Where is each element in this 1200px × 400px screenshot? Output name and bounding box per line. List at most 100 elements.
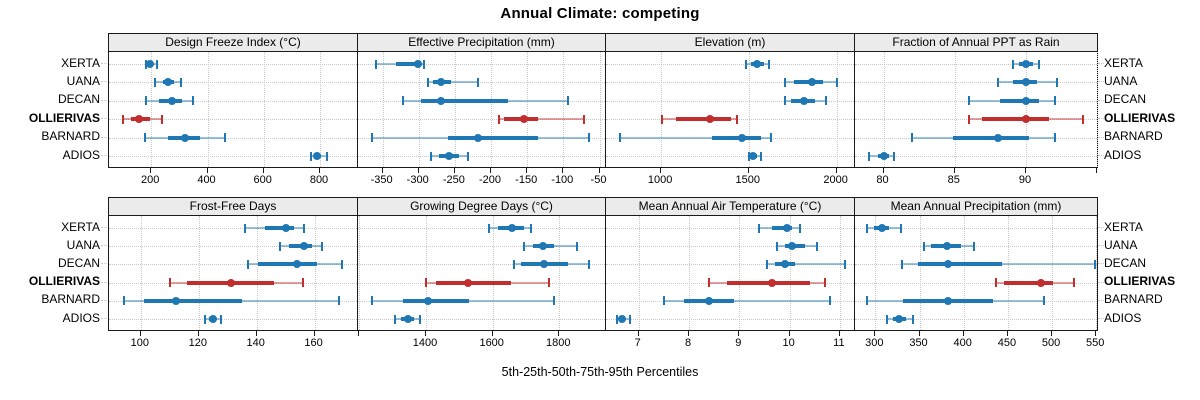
median-dot: [300, 242, 309, 251]
whisker-cap: [156, 59, 159, 69]
row-guide-line: [358, 228, 605, 229]
grid-line-vertical: [839, 216, 841, 330]
grid-line-vertical: [198, 216, 200, 330]
axis-tick-label: 11: [833, 337, 845, 349]
whisker-cap: [566, 96, 569, 106]
row-guide-line: [109, 100, 357, 102]
whisker-5-95: [663, 299, 830, 302]
row-guide-line: [109, 119, 357, 121]
site-label: OLLIERIVAS: [1104, 274, 1176, 289]
whisker-cap: [758, 223, 761, 233]
row-guide-stub: [101, 99, 107, 101]
whisker-cap: [776, 241, 778, 251]
whisker-cap: [968, 96, 970, 106]
panel-title: Growing Degree Days (°C): [410, 199, 553, 213]
axis-tick-label: 1400: [412, 337, 438, 349]
axis-tick: [788, 331, 790, 336]
row-guide-line: [855, 64, 1097, 65]
row-guide-stub: [1098, 99, 1104, 101]
whisker-cap: [759, 151, 762, 161]
axis-tick: [1025, 168, 1026, 173]
row-guide-line: [855, 319, 1097, 320]
axis-tick-label: 140: [246, 337, 265, 349]
whisker-cap: [823, 278, 826, 288]
median-dot: [539, 260, 548, 269]
median-dot: [895, 315, 904, 323]
panel-title: Mean Annual Air Temperature (°C): [638, 199, 822, 213]
whisker-cap: [995, 278, 998, 288]
grid-line-vertical: [314, 216, 316, 330]
median-dot: [423, 296, 432, 305]
grid-line-vertical: [527, 52, 529, 167]
site-label: UANA: [66, 237, 100, 252]
grid-line-vertical: [559, 216, 561, 330]
whisker-cap: [191, 96, 194, 106]
median-dot: [1037, 278, 1046, 287]
whisker-cap: [784, 77, 786, 87]
median-dot: [445, 152, 454, 160]
median-dot: [879, 152, 888, 160]
site-label: UANA: [66, 73, 100, 88]
whisker-cap: [828, 296, 831, 306]
iqr-bar-25-75: [258, 262, 318, 267]
whisker-cap: [892, 151, 895, 161]
site-label: ADIOS: [62, 310, 100, 325]
median-dot: [942, 242, 951, 251]
median-dot: [293, 260, 302, 269]
site-label: UANA: [1104, 73, 1138, 88]
site-label: UANA: [1104, 237, 1138, 252]
row-guide-stub: [101, 118, 107, 120]
panel-strip: Growing Degree Days (°C): [357, 197, 606, 216]
axis-tick: [747, 168, 749, 173]
whisker-cap: [341, 259, 344, 269]
median-dot: [1022, 60, 1030, 68]
whisker-cap: [320, 241, 323, 251]
iqr-bar-25-75: [1004, 280, 1053, 285]
axis-tick: [139, 331, 141, 336]
iqr-bar-25-75: [420, 98, 508, 103]
whisker-cap: [866, 296, 869, 306]
axis-tick: [637, 331, 639, 336]
median-dot: [403, 315, 412, 323]
median-dot: [1022, 78, 1030, 87]
whisker-cap: [747, 151, 750, 161]
iqr-bar-25-75: [447, 135, 539, 140]
whisker-cap: [244, 223, 247, 233]
axis-tick: [197, 331, 199, 336]
median-dot: [508, 224, 516, 232]
site-label: DECAN: [57, 92, 100, 107]
axis-tick: [453, 168, 455, 173]
whisker-cap: [769, 133, 772, 143]
iqr-bar-25-75: [981, 117, 1049, 122]
whisker-cap: [309, 151, 312, 161]
row-guide-stub: [1098, 63, 1104, 64]
median-dot: [464, 278, 473, 287]
panel-title: Fraction of Annual PPT as Rain: [892, 35, 1060, 49]
site-label: XERTA: [1104, 55, 1143, 70]
panel-title: Effective Precipitation (mm): [408, 35, 555, 49]
grid-line-vertical: [789, 216, 791, 330]
panel-plot: [854, 51, 1099, 168]
site-label: OLLIERIVAS: [28, 274, 100, 289]
whisker-cap: [1053, 96, 1056, 106]
whisker-cap: [512, 259, 515, 269]
site-label: OLLIERIVAS: [28, 110, 100, 125]
row-guide-line: [606, 228, 854, 229]
whisker-cap: [375, 59, 378, 69]
whisker-cap: [922, 241, 925, 251]
row-guide-stub: [1098, 118, 1104, 120]
whisker-cap: [523, 241, 526, 251]
median-dot: [1022, 115, 1030, 124]
axis-tick-label: 1500: [735, 174, 761, 186]
iqr-bar-25-75: [143, 298, 243, 303]
axis-tick: [206, 168, 208, 173]
axis-tick-label: 1800: [546, 337, 571, 349]
whisker-cap: [866, 223, 869, 233]
row-guide-stub: [101, 281, 107, 283]
row-guide-stub: [1098, 227, 1104, 228]
whisker-cap: [899, 223, 902, 233]
axis-tick: [953, 168, 955, 173]
median-dot: [146, 60, 155, 68]
row-guide-stub: [101, 81, 107, 83]
whisker-cap: [143, 133, 146, 143]
